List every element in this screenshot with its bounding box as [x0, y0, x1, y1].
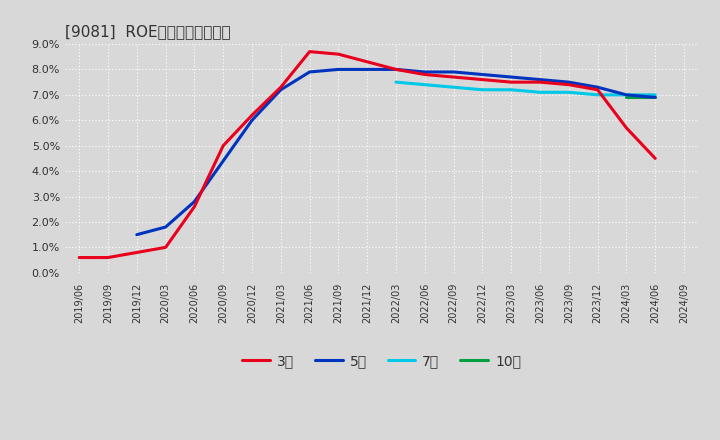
Line: 5年: 5年: [137, 70, 655, 235]
3年: [104, 255, 112, 260]
Legend: 3年, 5年, 7年, 10年: 3年, 5年, 7年, 10年: [237, 348, 526, 374]
3年: [305, 49, 314, 54]
3年: [132, 250, 141, 255]
5年: [219, 158, 228, 164]
5年: [334, 67, 343, 72]
5年: [478, 72, 487, 77]
3年: [622, 125, 631, 131]
7年: [392, 80, 400, 85]
7年: [478, 87, 487, 92]
3年: [219, 143, 228, 148]
5年: [161, 224, 170, 230]
3年: [651, 156, 660, 161]
3年: [161, 245, 170, 250]
3年: [536, 80, 544, 85]
5年: [449, 70, 458, 75]
5年: [248, 117, 256, 123]
3年: [248, 113, 256, 118]
3年: [190, 204, 199, 209]
7年: [507, 87, 516, 92]
Line: 7年: 7年: [396, 82, 655, 95]
3年: [593, 87, 602, 92]
5年: [305, 70, 314, 75]
7年: [449, 84, 458, 90]
5年: [593, 84, 602, 90]
5年: [420, 70, 429, 75]
5年: [622, 92, 631, 98]
5年: [564, 80, 573, 85]
5年: [392, 67, 400, 72]
7年: [622, 92, 631, 98]
5年: [132, 232, 141, 237]
5年: [507, 74, 516, 80]
10年: [622, 95, 631, 100]
3年: [420, 72, 429, 77]
3年: [449, 74, 458, 80]
Text: [9081]  ROEの標準偏差の推移: [9081] ROEの標準偏差の推移: [65, 24, 230, 39]
3年: [363, 59, 372, 64]
5年: [536, 77, 544, 82]
3年: [478, 77, 487, 82]
7年: [536, 90, 544, 95]
3年: [507, 80, 516, 85]
3年: [564, 82, 573, 87]
7年: [564, 90, 573, 95]
3年: [392, 67, 400, 72]
5年: [190, 199, 199, 204]
5年: [651, 95, 660, 100]
7年: [420, 82, 429, 87]
3年: [75, 255, 84, 260]
5年: [276, 87, 285, 92]
7年: [593, 92, 602, 98]
10年: [651, 95, 660, 100]
7年: [651, 92, 660, 98]
5年: [363, 67, 372, 72]
3年: [276, 84, 285, 90]
3年: [334, 51, 343, 57]
Line: 3年: 3年: [79, 51, 655, 257]
